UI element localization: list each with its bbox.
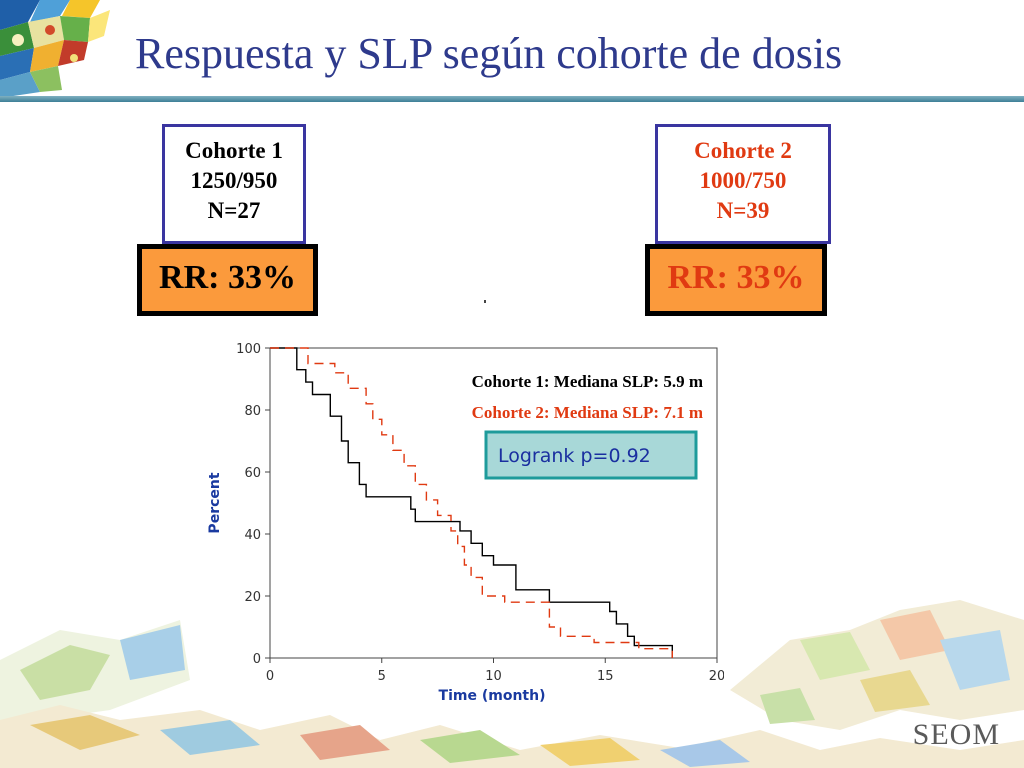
seom-logo-text: SEOM bbox=[912, 718, 1000, 751]
cohort-2-dose: 1000/750 bbox=[699, 168, 787, 193]
chart-axes: 0 5 10 15 20 0 20 40 60 80 100 bbox=[236, 342, 724, 684]
stray-mark bbox=[484, 300, 486, 303]
cohort-1-dose: 1250/950 bbox=[190, 168, 278, 193]
x-tick-label: 20 bbox=[709, 669, 724, 684]
y-tick-label: 60 bbox=[244, 466, 261, 481]
x-tick-label: 0 bbox=[266, 669, 274, 684]
series-line-cohort-2 bbox=[270, 347, 673, 658]
title-underline bbox=[0, 96, 1024, 102]
cohort-1-n: N=27 bbox=[207, 198, 261, 223]
chart-series bbox=[270, 347, 673, 658]
cohort-2-n: N=39 bbox=[716, 198, 770, 223]
x-axis-label: Time (month) bbox=[439, 688, 546, 704]
logrank-text: Logrank p=0.92 bbox=[498, 445, 651, 467]
logrank-box bbox=[484, 430, 698, 480]
y-axis-label: Percent bbox=[207, 472, 223, 533]
y-tick-label: 0 bbox=[253, 652, 261, 667]
series-line-cohort-1 bbox=[270, 347, 673, 658]
x-tick-label: 15 bbox=[597, 669, 614, 684]
mosaic-decoration bbox=[0, 600, 1024, 768]
km-chart: 0 5 10 15 20 0 20 40 60 80 100 Percent Time (month… bbox=[207, 342, 724, 704]
cohort-2-name: Cohorte 2 bbox=[694, 138, 792, 163]
mosaic-logo bbox=[0, 0, 118, 98]
plot-frame bbox=[269, 347, 718, 659]
median-cohort-2: Cohorte 2: Mediana SLP: 7.1 m bbox=[472, 403, 703, 422]
cohort-1-box: Cohorte 1 1250/950 N=27 bbox=[162, 124, 306, 244]
page-title: Respuesta y SLP según cohorte de dosis bbox=[135, 29, 843, 78]
cohort-2-rr: RR: 33% bbox=[645, 244, 827, 316]
cohort-1-rr: RR: 33% bbox=[137, 244, 318, 316]
y-tick-label: 40 bbox=[244, 528, 261, 543]
cohort-2-box: Cohorte 2 1000/750 N=39 bbox=[655, 124, 831, 244]
x-tick-label: 5 bbox=[378, 669, 386, 684]
cohort-1-name: Cohorte 1 bbox=[185, 138, 283, 163]
median-cohort-1: Cohorte 1: Mediana SLP: 5.9 m bbox=[472, 372, 703, 391]
x-tick-label: 10 bbox=[485, 669, 502, 684]
y-tick-label: 100 bbox=[236, 342, 261, 357]
y-tick-label: 20 bbox=[244, 590, 261, 605]
y-tick-label: 80 bbox=[244, 404, 261, 419]
